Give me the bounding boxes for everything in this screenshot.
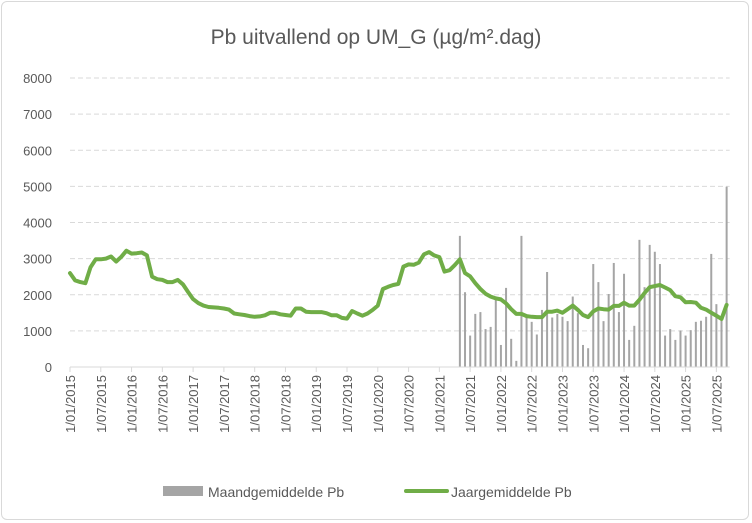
x-tick-label: 1/01/2021 [432,375,447,433]
x-tick-label: 1/07/2025 [709,375,724,433]
y-tick-label: 0 [45,360,52,375]
y-tick-label: 4000 [23,216,52,231]
bar [571,296,574,367]
bar [582,344,584,367]
bar [576,313,579,367]
bar [715,304,718,367]
bar [546,271,549,367]
bar [628,339,631,367]
bar [494,298,497,367]
bar [648,244,651,367]
bar [643,287,646,367]
x-tick-label: 1/01/2018 [248,375,263,433]
legend-label-monthly: Maandgemiddelde Pb [208,484,344,500]
series-line-yearly [68,248,729,321]
bar [720,320,723,367]
y-tick-label: 3000 [23,252,52,267]
bar [587,348,590,367]
bar [705,316,708,367]
bar [617,312,620,367]
bar [530,321,533,367]
bar [633,325,636,367]
y-tick-label: 8000 [23,71,52,86]
x-tick-label: 1/07/2017 [217,375,232,433]
x-tick-label: 1/07/2020 [402,375,417,433]
bar [525,316,528,367]
bar [489,326,492,367]
x-tick-label: 1/01/2020 [371,375,386,433]
bar [458,235,461,367]
bar [597,282,600,367]
bar [484,329,487,367]
x-tick-label: 1/01/2015 [63,375,78,433]
x-tick-label: 1/01/2022 [494,375,509,433]
bar [479,312,482,367]
bar [653,251,656,367]
bar [556,313,559,367]
bar [469,335,472,367]
x-tick-label: 1/07/2016 [155,375,170,433]
x-tick-label: 1/01/2019 [309,375,324,433]
bar [592,264,595,367]
bar [684,335,687,367]
x-tick-label: 1/01/2017 [186,375,201,433]
bar [689,330,692,367]
x-tick-label: 1/07/2023 [586,375,601,433]
bar [664,335,667,367]
bar [499,344,502,367]
bar [464,292,467,367]
bar [607,294,610,367]
bar [540,309,543,367]
x-tick-label: 1/07/2018 [278,375,293,433]
bar [515,360,518,367]
bar [510,338,513,367]
x-tick-label: 1/07/2015 [94,375,109,433]
x-tick-label: 1/01/2016 [125,375,140,433]
y-tick-label: 1000 [23,324,52,339]
bar [474,313,477,367]
bar [699,320,702,367]
x-tick-label: 1/07/2022 [525,375,540,433]
bar [694,321,697,367]
x-tick-label: 1/01/2025 [679,375,694,433]
chart-title: Pb uitvallend op UM_G (µg/m².dag) [211,26,542,49]
bar [602,321,605,367]
x-tick-label: 1/07/2021 [463,375,478,433]
y-tick-label: 2000 [23,288,52,303]
bar [679,330,682,367]
bar [612,262,615,367]
x-tick-label: 1/01/2024 [617,375,632,433]
legend: Maandgemiddelde Pb Jaargemiddelde Pb [163,484,572,500]
bar [551,317,554,367]
y-tick-label: 6000 [23,143,52,158]
bar [566,321,569,367]
x-tick-label: 1/07/2024 [648,375,663,433]
bar [725,186,728,367]
bar [505,287,508,367]
x-tick-label: 1/07/2019 [340,375,355,433]
bar [561,316,564,367]
bar [535,334,538,367]
bar [669,329,672,367]
bar [674,339,677,367]
bar [638,239,641,367]
x-tick-label: 1/01/2023 [555,375,570,433]
bar [658,264,661,367]
bar [623,273,626,367]
y-tick-label: 7000 [23,107,52,122]
y-tick-label: 5000 [23,179,52,194]
legend-bar-swatch [163,486,203,496]
bar [520,235,523,367]
legend-label-yearly: Jaargemiddelde Pb [451,484,572,500]
